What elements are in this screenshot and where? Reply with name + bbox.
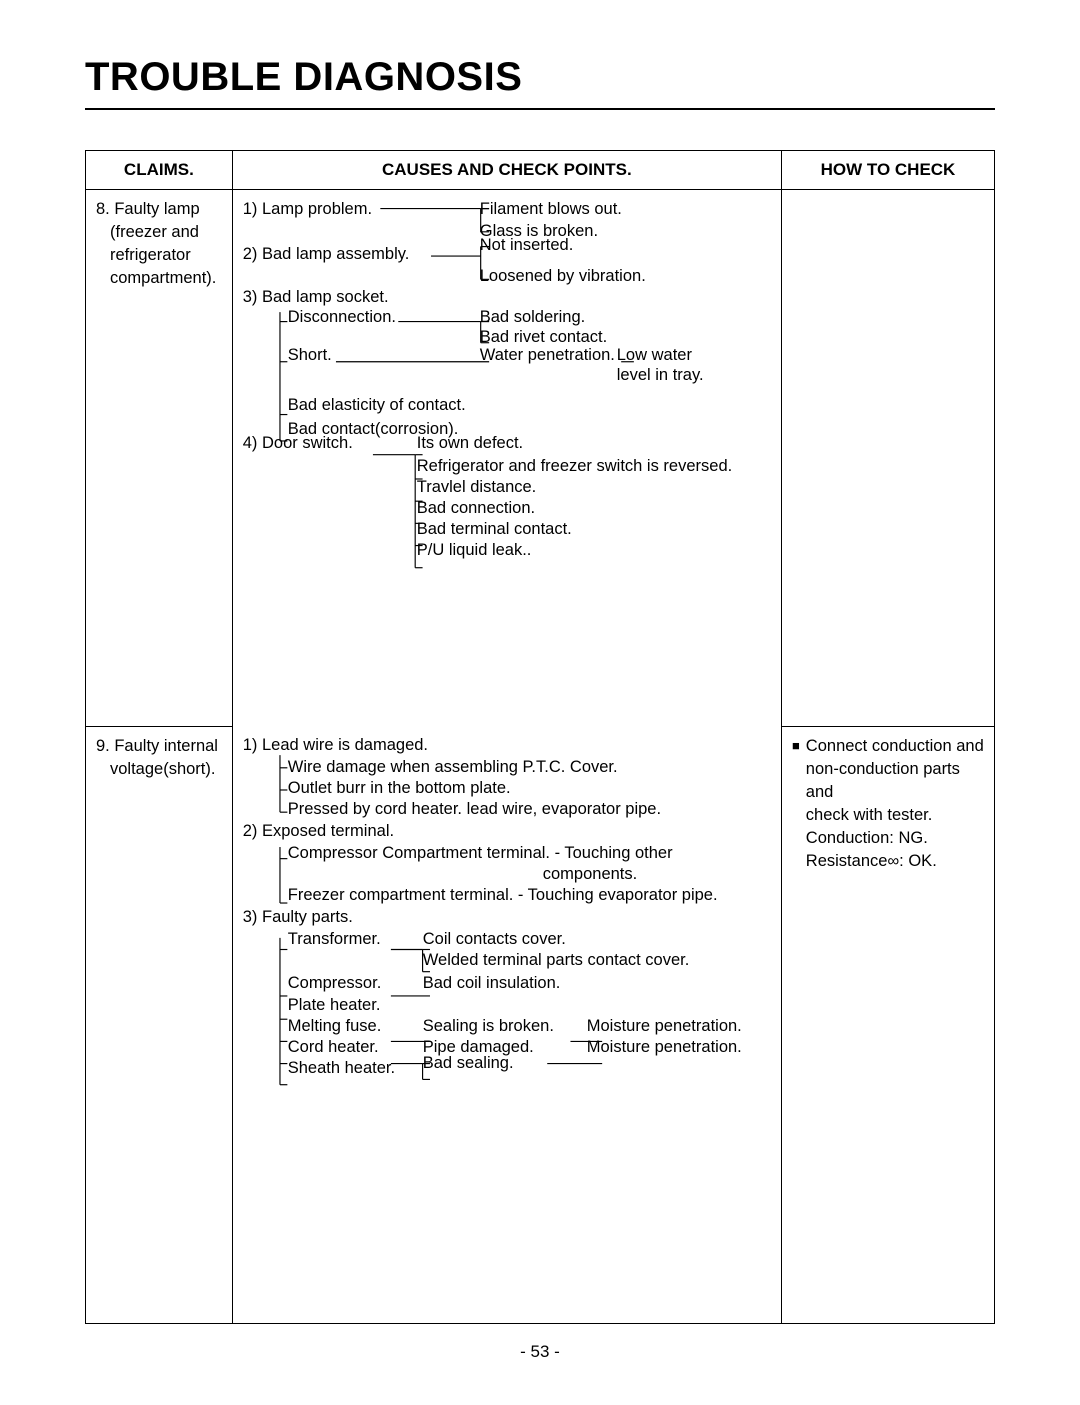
- causes-9-cell: 1) Lead wire is damaged. Wire damage whe…: [232, 726, 781, 1323]
- txt: Refrigerator and freezer switch is rever…: [417, 455, 732, 478]
- txt: Disconnection.: [288, 306, 396, 329]
- txt: Compressor Compartment terminal. - Touch…: [288, 842, 673, 865]
- txt: Bad connection.: [417, 497, 535, 520]
- claim-line: 9. Faulty internal: [96, 735, 222, 758]
- how-lines: Connect conduction and non-conduction pa…: [806, 735, 984, 874]
- how-8-cell: [781, 189, 994, 726]
- txt: 1) Lamp problem.: [243, 198, 372, 221]
- txt: level in tray.: [617, 364, 704, 387]
- txt: 2) Exposed terminal.: [243, 820, 394, 843]
- claim-line: compartment).: [96, 267, 222, 290]
- table-row: 9. Faulty internal voltage(short).: [86, 726, 995, 1323]
- txt: 4) Door switch.: [243, 432, 353, 455]
- txt: Outlet burr in the bottom plate.: [288, 777, 511, 800]
- txt: Sheath heater.: [288, 1057, 395, 1080]
- txt: 1) Lead wire is damaged.: [243, 734, 428, 757]
- diagnosis-table: CLAIMS. CAUSES AND CHECK POINTS. HOW TO …: [85, 150, 995, 1324]
- txt: Moisture penetration.: [587, 1036, 742, 1059]
- txt: Bad elasticity of contact.: [288, 394, 466, 417]
- table-header-row: CLAIMS. CAUSES AND CHECK POINTS. HOW TO …: [86, 151, 995, 190]
- page-container: TROUBLE DIAGNOSIS CLAIMS. CAUSES AND CHE…: [0, 0, 1080, 1405]
- claim-line: refrigerator: [96, 244, 222, 267]
- txt: Bad terminal contact.: [417, 518, 572, 541]
- how-9-cell: ■ Connect conduction and non-conduction …: [781, 726, 994, 1323]
- claims-9-cell: 9. Faulty internal voltage(short).: [86, 726, 233, 1323]
- how-line: Resistance∞: OK.: [806, 850, 984, 873]
- claim-line: 8. Faulty lamp: [96, 198, 222, 221]
- page-number: - 53 -: [85, 1342, 995, 1362]
- claims-8-cell: 8. Faulty lamp (freezer and refrigerator…: [86, 189, 233, 726]
- txt: Sealing is broken.: [423, 1015, 554, 1038]
- txt: Not inserted.: [480, 234, 574, 257]
- txt: Pressed by cord heater. lead wire, evapo…: [288, 798, 661, 821]
- txt: Transformer.: [288, 928, 381, 951]
- txt: components.: [543, 863, 637, 886]
- txt: Bad coil insulation.: [423, 972, 561, 995]
- how-line: non-conduction parts and: [806, 758, 984, 804]
- col-header-how: HOW TO CHECK: [781, 151, 994, 190]
- txt: Bad sealing.: [423, 1052, 514, 1075]
- col-header-claims: CLAIMS.: [86, 151, 233, 190]
- txt: 2) Bad lamp assembly.: [243, 243, 410, 266]
- txt: Welded terminal parts contact cover.: [423, 949, 690, 972]
- page-title: TROUBLE DIAGNOSIS: [85, 55, 995, 100]
- how-line: Connect conduction and: [806, 735, 984, 758]
- txt: Compressor.: [288, 972, 382, 995]
- title-rule: [85, 108, 995, 110]
- txt: Freezer compartment terminal. - Touching…: [288, 884, 718, 907]
- claim-line: (freezer and: [96, 221, 222, 244]
- txt: Short.: [288, 344, 332, 367]
- txt: Its own defect.: [417, 432, 523, 455]
- txt: Filament blows out.: [480, 198, 622, 221]
- causes-8-diagram: 1) Lamp problem. Filament blows out. Gla…: [243, 198, 771, 628]
- txt: 3) Faulty parts.: [243, 906, 353, 929]
- claim-line: voltage(short).: [96, 758, 222, 781]
- how-line: check with tester.: [806, 804, 984, 827]
- col-header-causes: CAUSES AND CHECK POINTS.: [232, 151, 781, 190]
- txt: Cord heater.: [288, 1036, 379, 1059]
- txt: Travlel distance.: [417, 476, 537, 499]
- txt: Plate heater.: [288, 994, 381, 1017]
- how-line: Conduction: NG.: [806, 827, 984, 850]
- causes-9-diagram: 1) Lead wire is damaged. Wire damage whe…: [243, 734, 771, 1129]
- txt: P/U liquid leak..: [417, 539, 532, 562]
- txt: Wire damage when assembling P.T.C. Cover…: [288, 756, 618, 779]
- square-bullet-icon: ■: [792, 735, 800, 874]
- txt: Loosened by vibration.: [480, 265, 646, 288]
- txt: Moisture penetration.: [587, 1015, 742, 1038]
- txt: Coil contacts cover.: [423, 928, 566, 951]
- causes-8-cell: 1) Lamp problem. Filament blows out. Gla…: [232, 189, 781, 726]
- how-to-check-9: ■ Connect conduction and non-conduction …: [792, 735, 984, 874]
- txt: Water penetration.: [480, 344, 615, 367]
- table-row: 8. Faulty lamp (freezer and refrigerator…: [86, 189, 995, 726]
- txt: Melting fuse.: [288, 1015, 382, 1038]
